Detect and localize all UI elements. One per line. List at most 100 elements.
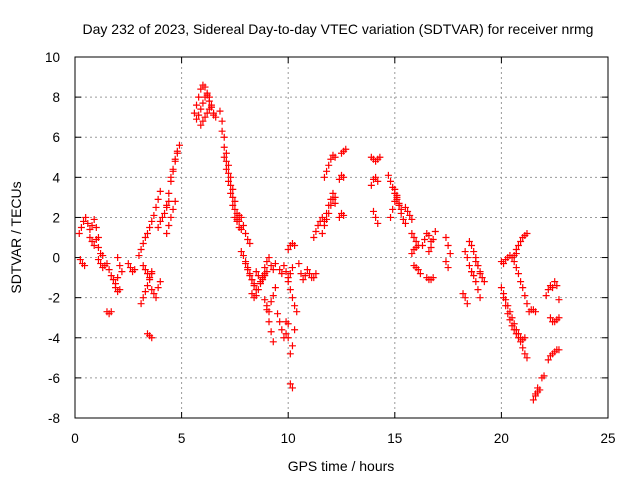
data-point (135, 252, 143, 260)
data-point (165, 221, 173, 229)
x-tick-label: 0 (71, 431, 79, 446)
data-point (154, 284, 162, 292)
data-point (401, 203, 409, 211)
data-point (169, 165, 177, 173)
data-point (414, 266, 422, 274)
data-point (276, 266, 284, 274)
data-point (288, 384, 296, 392)
data-point (199, 99, 207, 107)
data-point (239, 252, 247, 260)
data-point (227, 181, 235, 189)
data-point (301, 272, 309, 280)
data-point (92, 236, 100, 244)
data-point (276, 318, 284, 326)
data-point (510, 326, 518, 334)
data-point (553, 282, 561, 290)
data-point (116, 262, 124, 270)
data-point (521, 350, 529, 358)
data-point (205, 97, 213, 105)
data-point (295, 260, 303, 268)
data-point (335, 175, 343, 183)
data-point (542, 292, 550, 300)
data-point (156, 187, 164, 195)
data-point (521, 292, 529, 300)
data-point (222, 165, 230, 173)
data-point (242, 260, 250, 268)
data-point (116, 286, 124, 294)
data-point (231, 213, 239, 221)
axis-ticks (74, 56, 609, 419)
data-point (131, 266, 139, 274)
x-tick-label: 10 (281, 431, 296, 446)
data-point (427, 244, 435, 252)
data-point (410, 234, 418, 241)
data-point (555, 296, 563, 304)
data-point (444, 264, 452, 272)
data-point (158, 213, 166, 221)
data-point (327, 155, 335, 163)
data-point (227, 189, 235, 197)
data-point (442, 234, 450, 241)
data-point (222, 157, 230, 165)
data-point (468, 268, 476, 276)
data-point (310, 234, 318, 241)
data-point (474, 286, 482, 294)
data-point (521, 334, 529, 342)
data-point (306, 270, 314, 278)
data-point (218, 117, 226, 125)
data-point (555, 346, 563, 354)
y-axis-label: SDTVAR / TECUs (8, 181, 24, 293)
data-point (150, 290, 158, 298)
data-point (169, 205, 177, 213)
data-point (465, 262, 473, 270)
data-point (261, 264, 269, 272)
data-point (197, 105, 205, 113)
data-point (75, 229, 83, 237)
data-point (468, 242, 476, 250)
data-point (391, 185, 399, 193)
y-tick-label: 2 (52, 210, 60, 225)
data-point (146, 223, 154, 231)
data-point (310, 274, 318, 282)
data-point (92, 223, 100, 231)
data-point (267, 262, 275, 270)
data-point (237, 213, 245, 221)
y-tick-label: -8 (48, 411, 60, 426)
data-point (288, 294, 296, 302)
data-point (173, 147, 181, 155)
data-point (263, 306, 271, 314)
data-point (229, 193, 237, 201)
data-point (175, 141, 183, 149)
data-point (478, 274, 486, 282)
data-point (225, 161, 233, 169)
data-point (374, 219, 382, 227)
data-point (284, 246, 292, 254)
data-point (408, 250, 416, 258)
data-point (225, 169, 233, 177)
data-point (90, 215, 98, 223)
data-point (244, 236, 252, 244)
data-points (75, 81, 563, 404)
data-point (312, 227, 320, 235)
data-point (201, 83, 209, 91)
data-point (504, 310, 512, 318)
data-point (312, 270, 320, 278)
data-point (367, 181, 375, 189)
data-point (387, 213, 395, 221)
data-point (86, 234, 94, 241)
data-point (99, 252, 107, 260)
x-tick-label: 5 (178, 431, 186, 446)
data-point (148, 334, 156, 342)
data-point (523, 354, 531, 362)
y-tick-label: 0 (52, 251, 60, 266)
data-point (269, 292, 277, 300)
data-point (141, 234, 149, 241)
data-point (412, 238, 420, 246)
data-point (265, 254, 273, 262)
data-point (429, 274, 437, 282)
data-point (76, 256, 84, 264)
data-point (252, 292, 260, 300)
data-point (254, 286, 262, 294)
data-point (90, 242, 98, 250)
data-point (259, 272, 267, 280)
